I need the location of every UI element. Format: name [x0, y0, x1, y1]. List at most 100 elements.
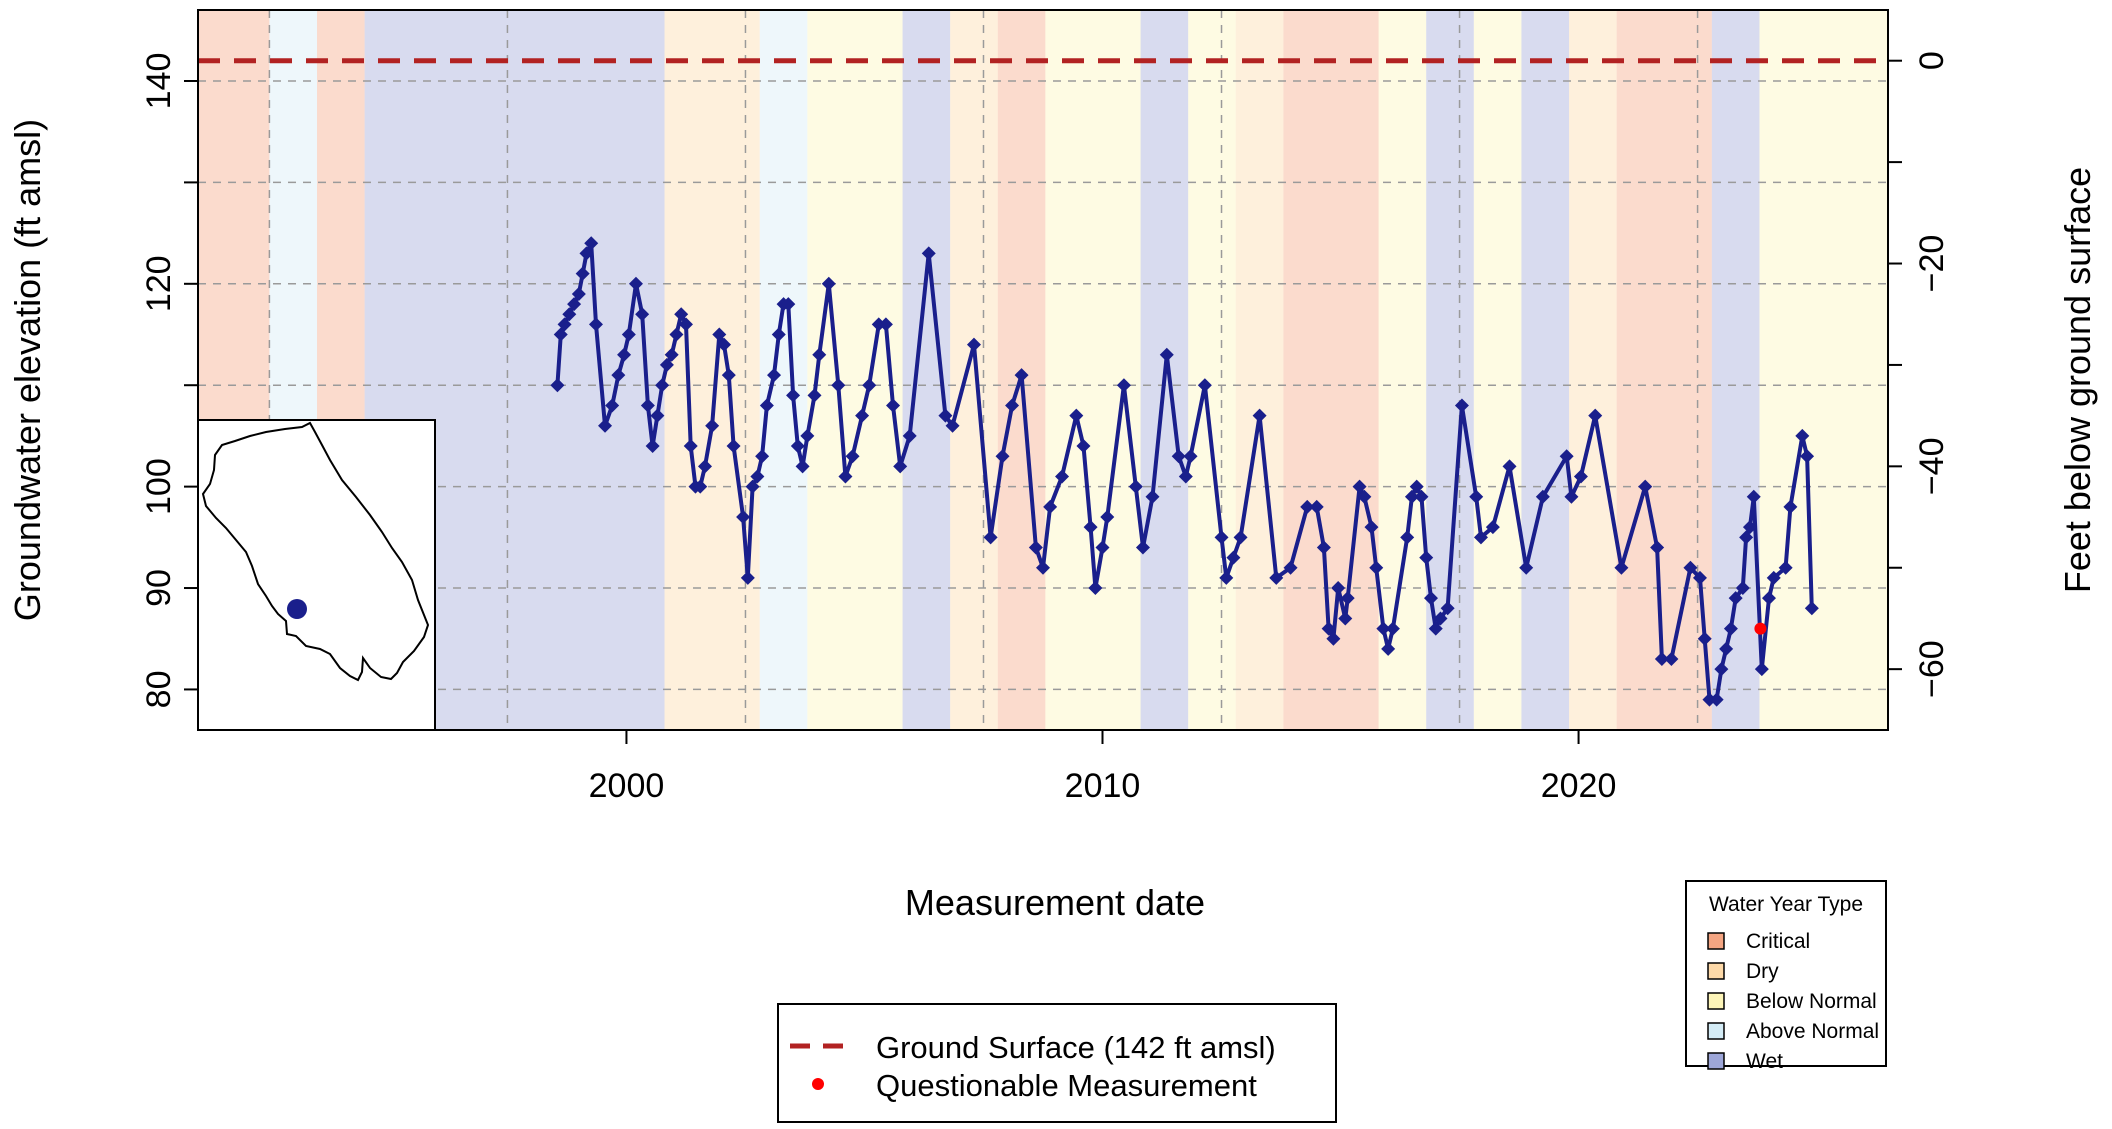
data-point-marker — [584, 236, 599, 251]
data-point-marker — [755, 449, 770, 464]
data-point-marker — [771, 327, 786, 342]
data-point-marker — [1385, 621, 1400, 636]
water-year-band — [1235, 10, 1284, 730]
water-year-band — [902, 10, 951, 730]
data-point-marker — [621, 327, 636, 342]
data-point-marker — [1588, 408, 1603, 423]
data-point-marker — [1766, 570, 1781, 585]
data-point-marker — [1559, 449, 1574, 464]
questionable-legend-label: Questionable Measurement — [876, 1068, 1257, 1103]
data-point-marker — [1414, 489, 1429, 504]
data-point-marker — [1028, 540, 1043, 555]
data-point-marker — [945, 418, 960, 433]
water-year-band — [1711, 10, 1760, 730]
data-point-marker — [1400, 530, 1415, 545]
data-point-marker — [1183, 449, 1198, 464]
data-point-marker — [1331, 581, 1346, 596]
data-point-marker — [807, 388, 822, 403]
data-point-marker — [1433, 611, 1448, 626]
data-point-marker — [966, 337, 981, 352]
data-point-marker — [938, 408, 953, 423]
water-year-band — [1188, 10, 1236, 730]
data-point-marker — [1783, 499, 1798, 514]
data-point-marker — [1135, 540, 1150, 555]
plot-area-frame — [197, 9, 1889, 731]
water-year-legend-swatch — [1707, 932, 1725, 950]
data-point-marker — [1100, 510, 1115, 525]
data-point-marker — [750, 469, 765, 484]
data-point-marker — [902, 428, 917, 443]
data-point-marker — [1300, 499, 1315, 514]
data-point-marker — [878, 317, 893, 332]
water-year-legend-label: Wet — [1746, 1050, 1783, 1073]
data-point-marker — [845, 449, 860, 464]
data-point-marker — [862, 378, 877, 393]
data-point-marker — [1171, 449, 1186, 464]
water-year-type-legend-title: Water Year Type — [1709, 893, 1863, 916]
data-point-marker — [795, 459, 810, 474]
water-year-legend-swatch — [1707, 992, 1725, 1010]
data-point-marker — [1692, 570, 1707, 585]
questionable-point — [1754, 622, 1767, 635]
data-point-marker — [1614, 560, 1629, 575]
water-year-band — [1473, 10, 1522, 730]
data-point-marker — [698, 459, 712, 474]
data-point-marker — [598, 418, 613, 433]
data-point-marker — [800, 428, 815, 443]
data-point-marker — [1664, 652, 1679, 667]
data-point-marker — [683, 439, 698, 454]
y-right-tick-label: −20 — [1913, 235, 1951, 293]
data-point-marker — [655, 378, 670, 393]
data-point-marker — [1683, 560, 1698, 575]
data-point-marker — [1423, 591, 1438, 606]
data-point-marker — [821, 276, 836, 291]
data-point-marker — [1316, 540, 1331, 555]
data-point-marker — [1381, 641, 1396, 656]
data-point-marker — [705, 418, 720, 433]
water-year-legend-label: Below Normal — [1746, 990, 1877, 1013]
data-point-marker — [617, 347, 632, 362]
data-point-marker — [1742, 520, 1757, 535]
data-point-marker — [921, 246, 936, 261]
data-point-marker — [1197, 378, 1212, 393]
data-point-marker — [1804, 601, 1819, 616]
data-point-marker — [1719, 641, 1734, 656]
data-point-marker — [635, 307, 650, 322]
data-point-marker — [1283, 560, 1298, 575]
data-point-marker — [893, 459, 908, 474]
data-point-marker — [550, 378, 565, 393]
data-point-marker — [640, 398, 655, 413]
water-year-band — [1378, 10, 1427, 730]
data-point-marker — [575, 266, 590, 281]
water-year-band — [1045, 10, 1141, 730]
data-point-marker — [1128, 479, 1143, 494]
data-point-marker — [557, 317, 572, 332]
data-point-marker — [1095, 540, 1110, 555]
water-year-band — [664, 10, 760, 730]
location-inset-map — [197, 419, 436, 731]
data-point-marker — [1650, 540, 1665, 555]
data-point-marker — [659, 357, 674, 372]
data-point-marker — [1519, 560, 1534, 575]
water-year-legend-swatch — [1707, 962, 1725, 980]
data-point-marker — [740, 570, 755, 585]
x-tick-label: 2000 — [589, 767, 665, 805]
water-year-type-legend: Water Year Type Critical Dry Below Normal A… — [1685, 880, 1887, 1073]
data-point-marker — [871, 317, 886, 332]
data-point-marker — [664, 347, 679, 362]
water-year-band — [1616, 10, 1712, 730]
data-point-marker — [611, 368, 626, 383]
data-point-marker — [1654, 652, 1669, 667]
data-point-marker — [1473, 530, 1488, 545]
data-point-marker — [1502, 459, 1517, 474]
data-point-marker — [712, 327, 727, 342]
data-point-marker — [669, 327, 684, 342]
data-point-marker — [1376, 621, 1391, 636]
well-location-marker — [287, 599, 307, 619]
data-point-marker — [1728, 591, 1743, 606]
data-point-marker — [1364, 520, 1379, 535]
data-point-marker — [1369, 560, 1384, 575]
data-point-marker — [1214, 530, 1229, 545]
data-point-marker — [1145, 489, 1160, 504]
y-right-tick-label: 0 — [1913, 51, 1951, 70]
